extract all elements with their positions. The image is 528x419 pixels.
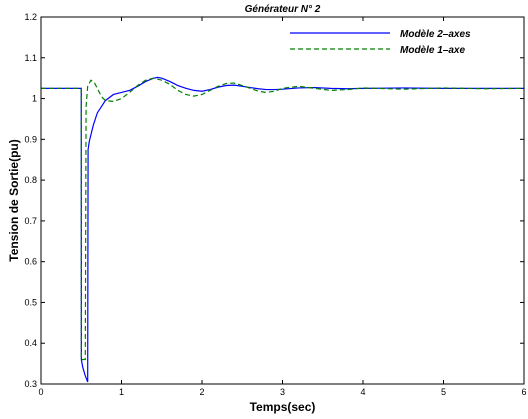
legend-label-modele-1-axe: Modèle 1–axe — [400, 45, 465, 56]
y-tick-label: 1.1 — [24, 53, 37, 63]
x-axis-title: Temps(sec) — [250, 400, 316, 414]
plot-lines — [41, 76, 525, 383]
legend-label-modele-2-axes: Modèle 2–axes — [400, 29, 471, 40]
y-tick-label: 1.2 — [24, 12, 37, 22]
y-tick-label: 0.5 — [24, 297, 37, 307]
series-line-modele-1-axe — [41, 77, 525, 361]
y-tick-label: 1 — [32, 94, 37, 104]
ticks: 0 1 2 3 4 5 6 0.3 0.4 0.5 0.6 0.7 0.8 0.9 1 1.1 1.2 — [24, 12, 526, 397]
x-tick-label: 4 — [360, 387, 365, 397]
x-tick-label: 6 — [521, 387, 526, 397]
x-tick-label: 5 — [441, 387, 446, 397]
x-tick-label: 1 — [119, 387, 124, 397]
x-tick-label: 2 — [199, 387, 204, 397]
y-tick-label: 0.6 — [24, 257, 37, 267]
y-tick-label: 0.4 — [24, 338, 37, 348]
y-tick-label: 0.7 — [24, 216, 37, 226]
legend: Modèle 2–axes Modèle 1–axe — [290, 29, 471, 56]
y-tick-label: 0.8 — [24, 175, 37, 185]
y-axis-title: Tension de Sortie(pu) — [7, 139, 21, 261]
series-line-modele-2-axes — [41, 76, 524, 383]
x-tick-label: 0 — [38, 387, 43, 397]
y-tick-label: 0.9 — [24, 134, 37, 144]
x-tick-label: 3 — [280, 387, 285, 397]
chart-title: Générateur N° 2 — [245, 4, 321, 15]
y-tick-label: 0.3 — [24, 379, 37, 389]
